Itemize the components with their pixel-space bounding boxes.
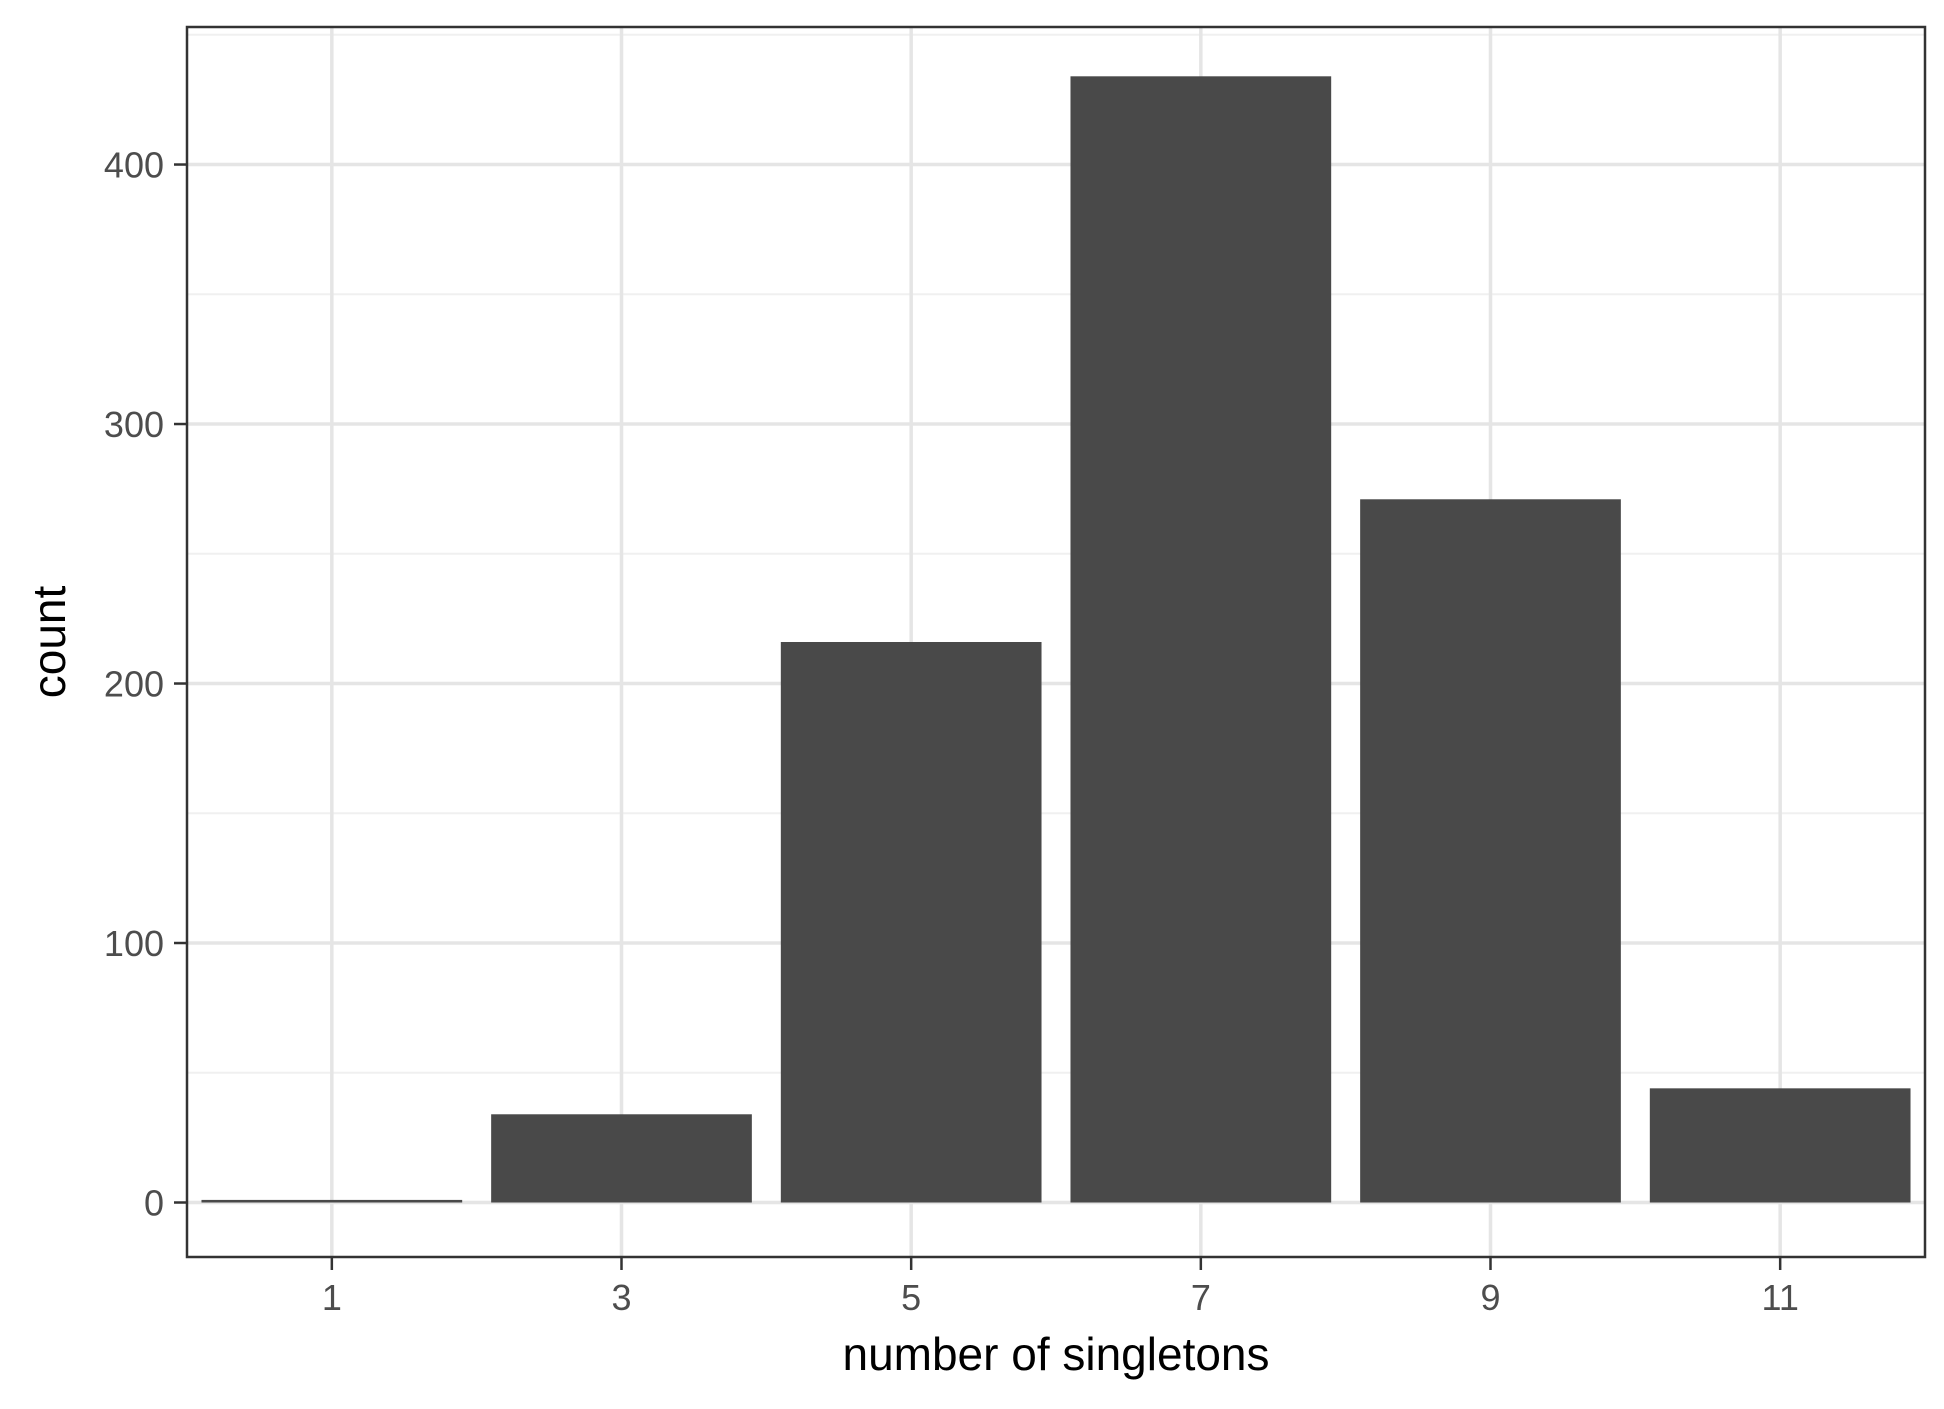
x-tick-label: 1 bbox=[322, 1277, 342, 1318]
bars bbox=[201, 76, 1911, 1203]
y-tick-label: 400 bbox=[104, 145, 164, 186]
y-tick-label: 100 bbox=[104, 923, 164, 964]
y-tick-label: 0 bbox=[144, 1183, 164, 1224]
y-tick-label: 300 bbox=[104, 404, 164, 445]
bar bbox=[780, 642, 1042, 1203]
panel-border bbox=[185, 25, 1927, 1259]
bar bbox=[491, 1114, 752, 1203]
bar bbox=[201, 1199, 463, 1203]
y-axis-title: count bbox=[23, 586, 75, 699]
y-tick-label: 200 bbox=[104, 664, 164, 705]
bar bbox=[1070, 76, 1332, 1203]
bar bbox=[1649, 1088, 1911, 1203]
x-tick-label: 3 bbox=[611, 1277, 631, 1318]
x-axis-title: number of singletons bbox=[842, 1328, 1269, 1380]
bar bbox=[1360, 499, 1621, 1203]
x-tick-label: 7 bbox=[1191, 1277, 1211, 1318]
x-tick-label: 11 bbox=[1761, 1277, 1798, 1318]
x-tick-label: 5 bbox=[901, 1277, 921, 1318]
x-tick-label: 9 bbox=[1480, 1277, 1500, 1318]
axes: 0 100 200 300 400 1 3 5 7 9 11 bbox=[104, 145, 1799, 1318]
